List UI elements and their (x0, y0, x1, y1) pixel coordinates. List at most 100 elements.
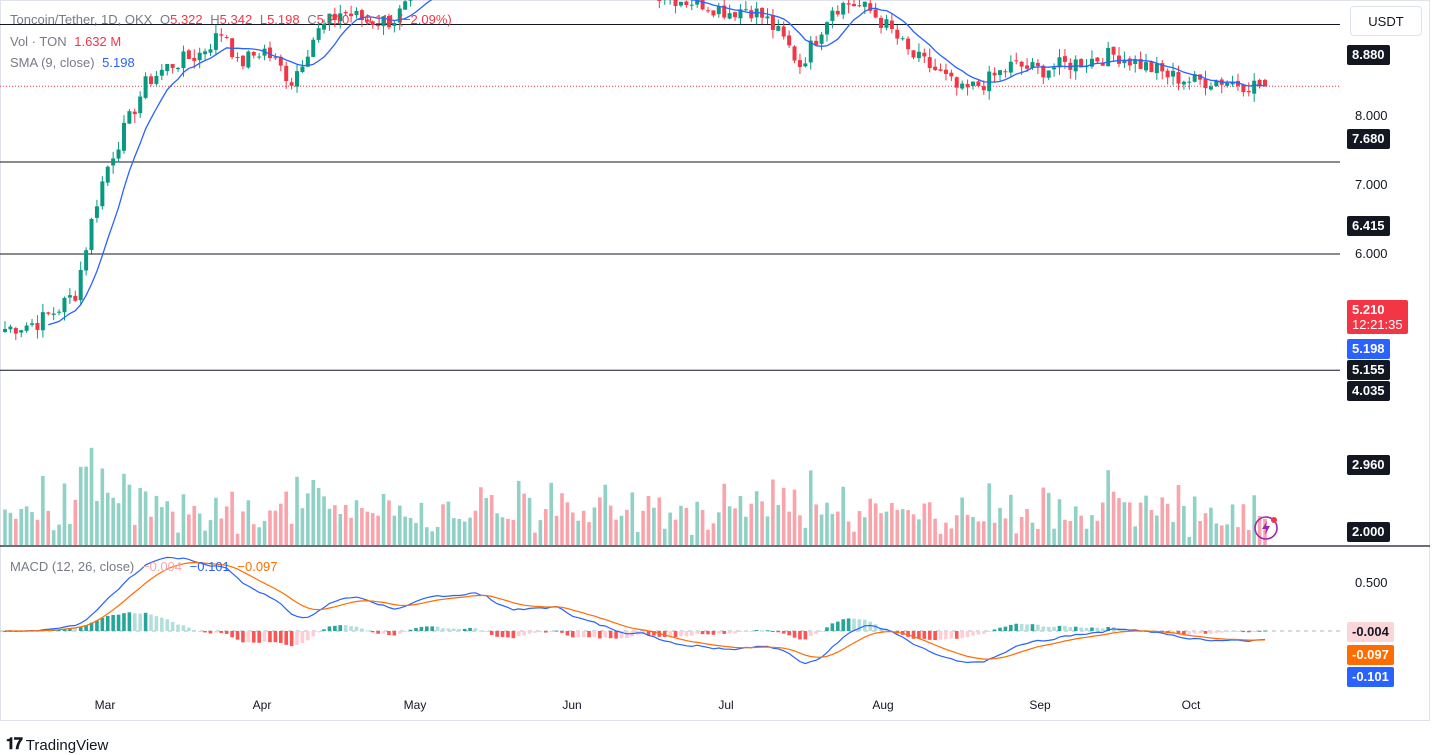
macd-histogram-bar (462, 628, 467, 631)
volume-bar (132, 524, 137, 545)
macd-histogram-bar (771, 631, 775, 632)
volume-value: 1.632 M (74, 34, 122, 49)
volume-bar (841, 486, 845, 545)
candle-body (1138, 58, 1143, 69)
macd-line (4, 556, 1266, 665)
macd-histogram-bar (543, 631, 548, 633)
volume-bar (360, 508, 364, 545)
macd-histogram-bar (484, 631, 489, 632)
macd-histogram-bar (852, 618, 856, 631)
volume-bar (30, 512, 34, 545)
volume-bar (760, 501, 764, 545)
flash-icon[interactable] (1253, 515, 1279, 541)
volume-bar (744, 516, 748, 545)
volume-bar (19, 509, 24, 545)
candle-body (1052, 67, 1057, 70)
candle-body (1198, 74, 1203, 80)
candle-body (927, 57, 932, 69)
volume-bar (662, 528, 667, 545)
candle-body (765, 16, 770, 19)
volume-bar (1138, 502, 1143, 545)
candle-body (257, 56, 262, 58)
macd-histogram-bar (251, 631, 256, 643)
macd-histogram-bar (619, 631, 624, 639)
macd-hist-value: −0.004 (141, 559, 183, 574)
volume-bar (138, 487, 142, 545)
volume-bar (1084, 528, 1089, 545)
candle-body (922, 52, 927, 57)
macd-histogram-bar (387, 631, 391, 636)
candle-body (673, 0, 678, 7)
volume-bar (938, 533, 943, 545)
macd-histogram-bar (868, 621, 873, 631)
volume-bar (419, 502, 424, 545)
macd-histogram-bar (495, 631, 499, 637)
volume-bar (1241, 504, 1246, 545)
macd-histogram-bar (295, 631, 299, 645)
candle-body (143, 76, 148, 98)
chart-frame (0, 0, 1430, 721)
macd-histogram-bar (1030, 624, 1035, 631)
macd-histogram-bar (776, 631, 781, 633)
candle-body (716, 6, 721, 15)
volume-legend: Vol · TON 1.632 M (10, 34, 125, 49)
volume-bar (576, 520, 581, 545)
macd-legend: MACD (12, 26, close) −0.004 −0.101 −0.09… (10, 559, 282, 574)
volume-bar (370, 513, 375, 545)
volume-bar (884, 511, 889, 545)
macd-histogram-bar (554, 630, 559, 632)
volume-bar (1030, 522, 1035, 545)
volume-bar (214, 497, 218, 545)
volume-bar (41, 476, 45, 545)
tradingview-logo[interactable]: 𝟏𝟕 TradingView (6, 736, 108, 754)
macd-histogram-bar (446, 628, 451, 631)
volume-bar (1230, 504, 1235, 545)
currency-button[interactable]: USDT (1350, 6, 1422, 36)
macd-histogram-bar (1084, 627, 1089, 631)
candle-body (770, 15, 775, 30)
volume-bar (1182, 505, 1186, 545)
macd-histogram-bar (917, 631, 921, 639)
macd-histogram-bar (814, 631, 818, 635)
candle-body (776, 26, 781, 31)
candle-body (149, 76, 154, 84)
volume-bar (954, 515, 959, 545)
volume-bar (830, 513, 835, 545)
volume-bar (819, 514, 824, 545)
macd-histogram-bar (197, 631, 202, 632)
candle-body (1257, 79, 1262, 87)
macd-histogram-bar (565, 631, 570, 636)
volume-bar (965, 514, 970, 545)
volume-bar (387, 500, 391, 545)
candle-body (1041, 65, 1046, 78)
macd-histogram-bar (695, 631, 699, 634)
macd-histogram-bar (679, 631, 683, 637)
candle-body (706, 10, 711, 12)
macd-histogram-bar (95, 620, 99, 631)
candle-body (343, 12, 348, 14)
countdown-value: 12:21:35 (1352, 317, 1403, 332)
volume-bar (1090, 515, 1094, 545)
macd-line-tag: -0.101 (1347, 667, 1394, 687)
candle-body (116, 149, 121, 159)
candle-body (300, 66, 305, 73)
macd-histogram-bar (452, 628, 456, 631)
candle-body (1127, 58, 1132, 66)
sma-line (48, 0, 1266, 326)
volume-bar (1100, 502, 1105, 545)
macd-histogram-bar (992, 629, 997, 631)
macd-histogram-bar (549, 631, 553, 632)
volume-bar (857, 511, 862, 545)
macd-histogram-bar (105, 615, 110, 631)
candle-body (100, 181, 105, 207)
macd-histogram-bar (1100, 628, 1105, 631)
volume-bar (381, 493, 386, 545)
candle-body (219, 34, 224, 36)
macd-histogram-bar (944, 631, 948, 640)
candle-body (1160, 63, 1165, 72)
volume-bar (343, 504, 348, 545)
macd-histogram-bar (706, 631, 710, 635)
volume-bar (100, 468, 105, 545)
candle-body (57, 311, 62, 313)
